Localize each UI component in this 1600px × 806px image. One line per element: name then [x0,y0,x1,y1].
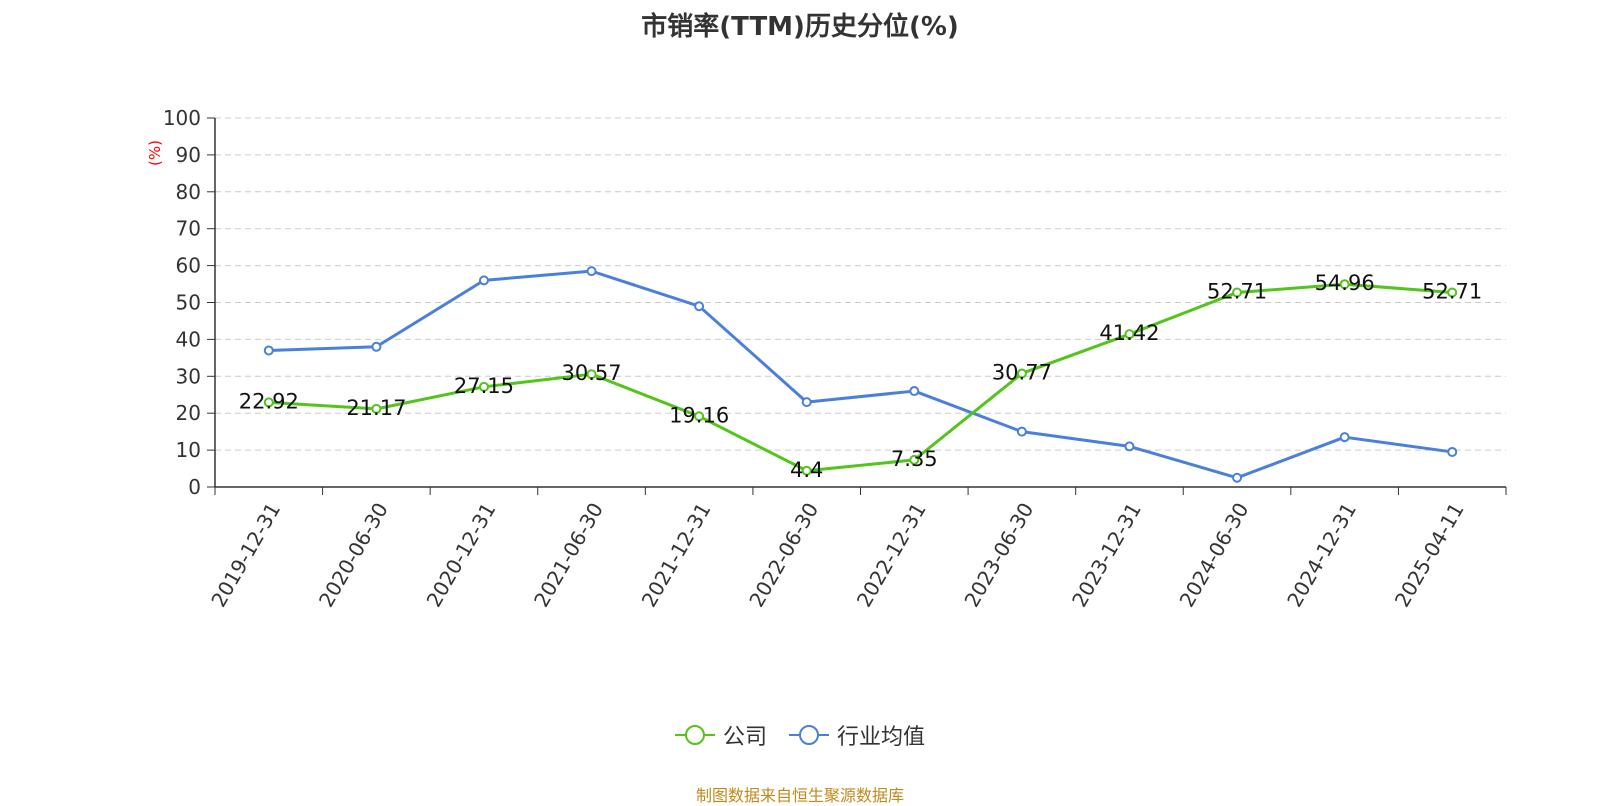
data-label: 30.77 [992,360,1052,384]
x-tick-label: 2024-06-30 [1175,499,1254,612]
legend-item-company[interactable]: 公司 [674,719,767,751]
data-point-industry [1232,472,1243,483]
y-tick-label: 0 [188,475,201,499]
legend-label-company: 公司 [722,725,767,750]
gridlines [215,117,1506,451]
chart-title: 市销率(TTM)历史分位(%) [641,12,959,42]
data-label: 52.71 [1207,280,1267,304]
data-point-company [586,369,597,380]
x-tick-label: 2023-06-30 [959,499,1038,612]
data-point-industry [1124,441,1135,452]
data-point-industry [371,341,382,352]
axes: 0 10 20 30 40 50 60 70 80 90 100 2019-12-31 2020-06-… [163,106,1507,612]
data-label: 4.4 [790,458,823,482]
data-label: 19.16 [669,403,729,427]
y-tick-label: 40 [176,327,201,351]
data-point-industry [1016,426,1027,437]
data-point-industry [586,266,597,277]
y-axis-label: (%) [146,140,164,166]
data-point-company [371,403,382,414]
y-tick-label: 80 [176,180,201,204]
data-labels: 22.92 21.17 27.15 30.57 19.16 4.4 7.35 30.77 41.… [239,271,1483,482]
data-point-industry [1447,446,1458,457]
x-tick-label: 2021-06-30 [529,499,608,612]
legend-label-industry: 行业均值 [837,725,926,750]
legend-company-line-icon [674,725,715,745]
series-line-industry [268,269,1453,480]
legend-industry-line-icon [789,725,829,745]
series-line-company [268,282,1453,473]
data-point-company [1124,329,1135,340]
data-label: 27.15 [454,374,514,398]
data-point-industry [478,275,489,286]
x-tick-label: 2020-06-30 [314,499,393,612]
y-tick-label: 30 [176,364,201,388]
x-tick-label: 2023-12-31 [1067,499,1146,612]
data-label: 7.35 [891,447,938,471]
x-tick-label: 2025-04-11 [1390,499,1469,612]
data-point-company [478,381,489,392]
data-point-company [801,465,812,476]
data-label: 52.71 [1422,280,1482,304]
data-point-company [694,411,705,422]
data-label: 21.17 [346,396,406,420]
y-tick-label: 100 [163,106,201,130]
data-point-company [1016,368,1027,379]
x-tick-label: 2022-06-30 [744,499,823,612]
y-tick-label: 60 [176,254,201,278]
data-point-company [1447,287,1458,298]
x-tick-label: 2020-12-31 [422,499,501,612]
y-tick-label: 90 [176,143,201,167]
data-point-company [909,454,920,465]
data-point-industry [694,301,705,312]
data-label: 30.57 [561,361,621,385]
data-point-industry [263,345,274,356]
data-point-company [1339,279,1350,290]
x-tick-label: 2019-12-31 [206,499,285,612]
data-point-company [263,397,274,408]
series-lines [263,266,1458,483]
data-label: 41.42 [1099,321,1159,345]
data-point-company [1232,287,1243,298]
y-tick-label: 10 [176,438,201,462]
data-point-industry [909,386,920,397]
data-point-industry [1339,432,1350,443]
y-tick-label: 20 [176,401,201,425]
x-tick-label: 2022-12-31 [852,499,931,612]
x-tick-label: 2021-12-31 [637,499,716,612]
y-tick-label: 70 [176,217,201,241]
y-tick-label: 50 [176,291,201,315]
data-point-industry [801,397,812,408]
data-label: 22.92 [239,389,299,413]
x-tick-label: 2024-12-31 [1282,499,1361,612]
legend-item-industry[interactable]: 行业均值 [789,719,925,751]
data-label: 54.96 [1315,271,1375,295]
legend: 公司 行业均值 [0,720,1600,750]
source-note: 制图数据来自恒生聚源数据库 [695,786,904,805]
